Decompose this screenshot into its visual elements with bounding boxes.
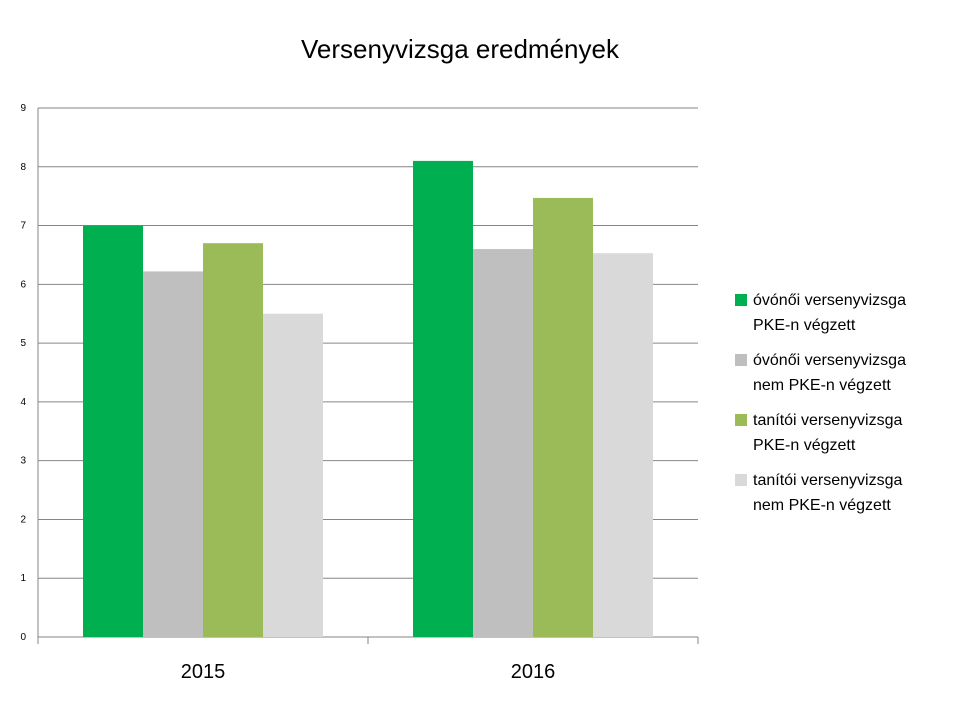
bar (593, 253, 653, 638)
x-tick-label: 2016 (511, 661, 556, 683)
bar (413, 160, 473, 637)
y-tick-label: 5 (20, 338, 26, 349)
legend-item-ovonoi-pke: óvónői versenyvizsga PKE-n végzett (735, 288, 960, 348)
y-tick-label: 9 (20, 103, 26, 114)
bar (473, 249, 533, 638)
legend-swatch (735, 354, 747, 366)
legend-label: óvónői versenyvizsga PKE-n végzett (753, 292, 906, 334)
bar (203, 243, 263, 637)
x-tick-label: 2015 (181, 661, 226, 683)
legend-label: tanítói versenyvizsga nem PKE-n végzett (753, 472, 903, 514)
legend-swatch (735, 294, 747, 306)
bar (263, 313, 323, 637)
y-tick-label: 0 (20, 632, 26, 643)
legend-label: óvónői versenyvizsga nem PKE-n végzett (753, 352, 906, 394)
y-tick-label: 7 (20, 221, 26, 232)
legend-swatch (735, 474, 747, 486)
legend-item-tanitoi-nem-pke: tanítói versenyvizsga nem PKE-n végzett (735, 468, 960, 528)
legend-label: tanítói versenyvizsga PKE-n végzett (753, 412, 903, 454)
y-tick-label: 2 (20, 514, 26, 525)
y-tick-label: 4 (20, 397, 26, 408)
bar (143, 271, 203, 637)
bar (83, 225, 143, 638)
chart-title: Versenyvizsga eredmények (301, 34, 619, 64)
y-tick-label: 6 (20, 279, 26, 290)
legend: óvónői versenyvizsga PKE-n végzett óvónő… (735, 288, 960, 528)
bar (533, 197, 593, 637)
legend-item-ovonoi-nem-pke: óvónői versenyvizsga nem PKE-n végzett (735, 348, 960, 408)
y-tick-label: 8 (20, 162, 26, 173)
legend-item-tanitoi-pke: tanítói versenyvizsga PKE-n végzett (735, 408, 960, 468)
y-tick-label: 1 (20, 573, 26, 584)
legend-swatch (735, 414, 747, 426)
y-tick-label: 3 (20, 456, 26, 467)
